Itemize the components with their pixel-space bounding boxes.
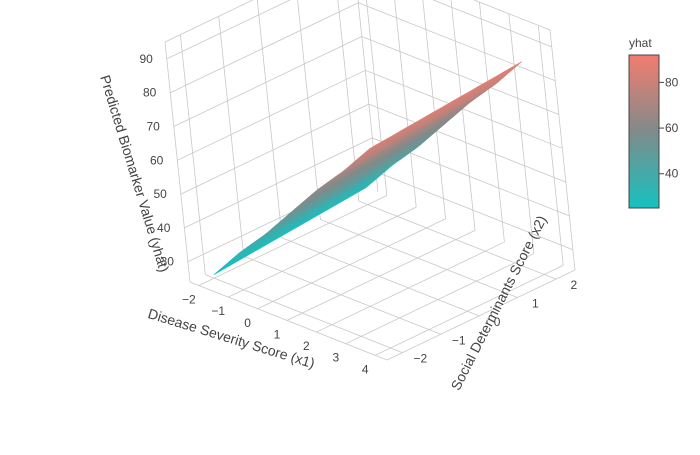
grid-line xyxy=(508,13,535,254)
x-tick-label: 1 xyxy=(274,327,281,341)
grid-line xyxy=(205,274,403,354)
grid-line xyxy=(184,137,373,229)
grid-line xyxy=(375,264,564,356)
x-tick-label: 2 xyxy=(303,339,310,353)
y-tick-label: 1 xyxy=(532,297,539,311)
grid-line xyxy=(361,36,559,115)
grid-line xyxy=(179,34,206,275)
grid-edge xyxy=(549,29,576,271)
y-tick-label: −2 xyxy=(413,352,427,366)
z-tick-label: 50 xyxy=(153,187,167,201)
colorbar-tick-label: 40 xyxy=(665,167,679,181)
surface-layer xyxy=(213,61,523,276)
grid-line xyxy=(316,241,505,333)
grid-line xyxy=(257,218,446,310)
x-axis-title: Disease Severity Score (x1) xyxy=(146,305,317,371)
grid-line xyxy=(422,0,447,219)
grid-edge xyxy=(189,281,388,361)
z-tick-label: 90 xyxy=(139,52,153,66)
grid-line xyxy=(375,171,574,251)
grid-line xyxy=(177,69,366,161)
colorbar-ticks: 40 60 80 xyxy=(659,75,679,181)
grid-line xyxy=(394,0,417,208)
z-tick-label: 30 xyxy=(161,255,175,269)
grid-line xyxy=(173,36,362,127)
colorbar-tick-label: 80 xyxy=(665,75,679,89)
surface-cell xyxy=(366,144,377,152)
grid-line xyxy=(358,200,556,280)
x-tick-label: 0 xyxy=(244,316,251,330)
colorbar: yhat 40 60 80 xyxy=(628,36,679,209)
x-tick-label: −2 xyxy=(182,293,196,307)
grid-line xyxy=(281,237,480,317)
grid-edge xyxy=(473,0,551,31)
grid-line xyxy=(198,195,387,286)
grid-edge xyxy=(164,0,254,43)
grid-line xyxy=(170,2,359,94)
grid-line xyxy=(368,103,566,183)
z-tick-label: 40 xyxy=(157,221,171,235)
grid-line xyxy=(297,0,321,220)
grid-edge xyxy=(386,269,576,361)
grid-line xyxy=(365,69,563,149)
grid-line xyxy=(358,2,556,82)
grid-layer xyxy=(164,0,576,361)
grid-line xyxy=(243,255,441,335)
x-tick-label: −1 xyxy=(211,304,225,318)
colorbar-scale xyxy=(628,54,660,209)
y-tick-label: 2 xyxy=(570,278,577,292)
grid-line xyxy=(228,206,417,298)
grid-line xyxy=(537,25,564,266)
z-axis-title: Predicted Biomarker Value (yhat) xyxy=(97,73,172,274)
x-tick-label: 4 xyxy=(362,362,369,376)
grid-line xyxy=(479,2,505,243)
y-tick-label: −1 xyxy=(452,333,466,347)
colorbar-tick-label: 60 xyxy=(665,121,679,135)
y-tick-label: 0 xyxy=(494,315,501,329)
grid-line xyxy=(345,253,535,345)
grid-line xyxy=(286,230,476,321)
grid-edge xyxy=(164,41,191,283)
ticks-layer: 30 40 50 60 70 80 90 −2 −1 0 1 2 3 4 −2 −1 0 1 2 xyxy=(139,52,577,376)
z-tick-label: 80 xyxy=(143,86,157,100)
grid-line xyxy=(320,219,518,298)
grid-line xyxy=(432,0,552,48)
grid-line xyxy=(256,0,283,238)
z-tick-label: 60 xyxy=(150,153,164,167)
x-tick-label: 3 xyxy=(332,351,339,365)
colorbar-title: yhat xyxy=(629,36,652,50)
grid-line xyxy=(166,0,291,60)
grid-line xyxy=(450,0,476,231)
grid-line xyxy=(180,103,370,195)
grid-line xyxy=(218,16,245,257)
z-tick-label: 70 xyxy=(146,120,160,134)
